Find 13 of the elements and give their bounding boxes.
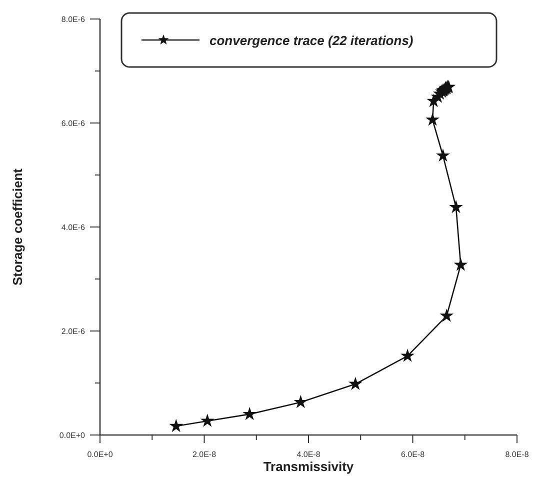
y-tick-label: 4.0E-6 <box>61 223 86 232</box>
x-tick-label: 8.0E-8 <box>505 450 530 459</box>
x-tick-label: 4.0E-8 <box>296 450 321 459</box>
y-tick-label: 0.0E+0 <box>59 431 86 440</box>
y-tick-label: 6.0E-6 <box>61 119 86 128</box>
x-tick-label: 2.0E-8 <box>192 450 217 459</box>
y-tick-label: 8.0E-6 <box>61 15 86 24</box>
y-tick-label: 2.0E-6 <box>61 327 86 336</box>
legend-label: convergence trace (22 iterations) <box>210 33 414 48</box>
x-tick-label: 0.0E+0 <box>87 450 114 459</box>
x-axis-title: Transmissivity <box>263 459 354 474</box>
x-tick-label: 6.0E-8 <box>400 450 426 459</box>
y-axis-title: Storage coefficient <box>10 168 25 286</box>
